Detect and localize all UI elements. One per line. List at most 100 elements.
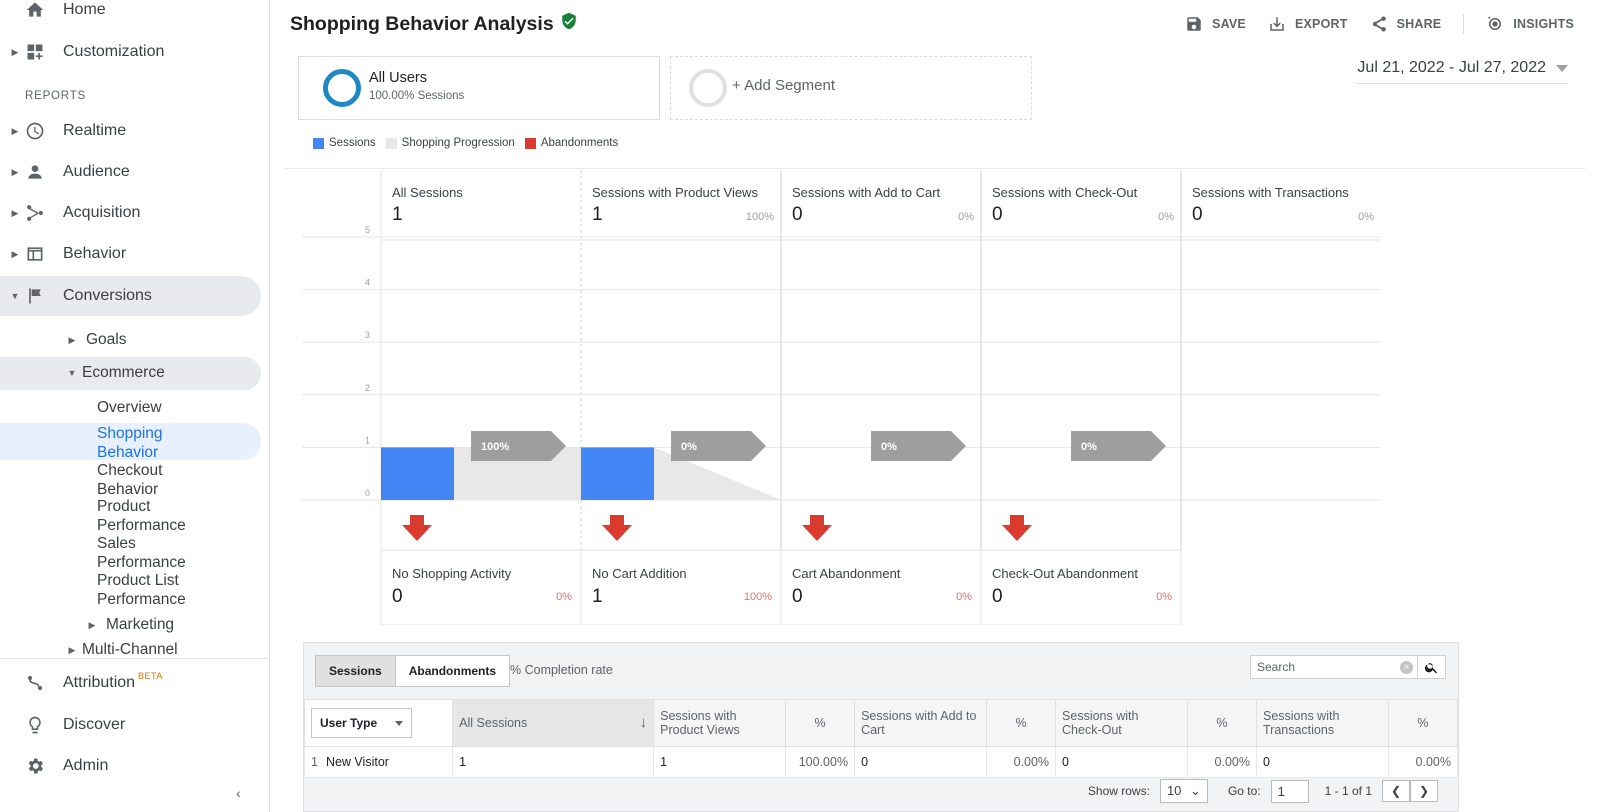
cell-add-to-cart-pct: 0.00% [986,746,1057,778]
acquisition-icon [24,202,46,224]
share-button[interactable]: SHARE [1370,15,1442,33]
col-all-sessions[interactable]: All Sessions ↓ [452,699,655,747]
user-type-link[interactable]: New Visitor [325,755,389,769]
nav-marketing[interactable]: ▶ Marketing [84,609,175,641]
tab-sessions[interactable]: Sessions [316,656,396,686]
stage-value: 0 [1192,204,1203,225]
share-icon [1372,16,1386,32]
completion-rate-link[interactable]: % Completion rate [510,663,613,677]
next-page-button[interactable]: ❯ [1410,780,1438,802]
col-add-to-cart-pct[interactable]: % [986,699,1057,747]
nav-acquisition[interactable]: ▶ Acquisition [0,193,261,233]
col-check-out-pct[interactable]: % [1186,699,1257,747]
page-title: Shopping Behavior Analysis [290,12,578,36]
export-button[interactable]: EXPORT [1268,15,1348,33]
abandonment-box [980,549,1182,625]
cell-transactions: 0 [1255,746,1389,778]
nav-behavior[interactable]: ▶ Behavior [0,234,261,274]
table-search: Search × [1250,655,1446,679]
toolbar-divider [1463,14,1465,34]
nav-audience[interactable]: ▶ Audience [0,152,261,192]
col-product-views[interactable]: Sessions with Product Views [653,699,787,747]
nav-multi-channel[interactable]: ▶ Multi-Channel [64,634,178,666]
gear-icon [24,755,46,777]
flag-icon [24,285,46,307]
nav-customization[interactable]: ▶ Customization [0,32,261,72]
abandonment-arrow [602,515,632,541]
sessions-bar [581,447,654,500]
nav-admin[interactable]: Admin [0,746,261,786]
search-input[interactable]: Search × [1250,655,1418,679]
nav-goals[interactable]: ▶ Goals [64,324,127,356]
nav-product-list-performance[interactable]: Product List Performance [97,572,186,608]
stage-label: Sessions with Transactions [1192,185,1349,200]
abandonment-box [380,549,582,625]
abandonment-pct: 0% [556,591,572,603]
nav-overview[interactable]: Overview [97,399,162,416]
search-button[interactable] [1418,655,1446,679]
collapse-sidebar-icon[interactable]: ‹ [236,785,241,801]
clear-icon[interactable]: × [1400,661,1413,674]
divider [283,168,1585,169]
nav-attribution[interactable]: Attribution BETA [0,663,261,703]
progression-label: 0% [681,441,697,453]
abandonment-arrow [402,515,432,541]
abandonment-value: 1 [592,586,603,607]
legend-swatch [524,137,536,149]
rows-per-page-select[interactable]: 10 ⌄ [1159,779,1208,803]
abandonment-arrow [802,515,832,541]
insights-button[interactable]: INSIGHTS [1486,15,1574,33]
progression-label: 0% [881,441,897,453]
pagination: Show rows: 10 ⌄ Go to: 1 1 - 1 of 1 ❮ ❯ [1088,779,1438,803]
dimension-selector[interactable]: User Type [311,708,413,738]
abandonment-pct: 0% [956,591,972,603]
chevron-down-icon: ⌄ [1190,783,1201,798]
caret-right-icon: ▶ [11,248,19,259]
nav-checkout-behavior[interactable]: Checkout Behavior [97,462,163,498]
cell-product-views: 1 [653,746,787,778]
caret-right-icon: ▶ [11,207,19,218]
dropdown-arrow-icon [1556,64,1568,72]
nav-shopping-behavior[interactable]: Shopping Behavior [97,425,163,461]
abandonment-value: 0 [992,586,1003,607]
segment-all-users[interactable]: All Users 100.00% Sessions [298,56,660,120]
col-check-out[interactable]: Sessions with Check-Out [1055,699,1188,747]
progression-arrow [871,431,966,461]
stage-value: 1 [392,204,403,225]
abandonment-label: Cart Abandonment [792,566,901,581]
table-row: 1 New Visitor 1 1 100.00% 0 0.00% 0 0.00%… [303,746,1459,778]
prev-page-button[interactable]: ❮ [1382,780,1410,802]
goto-page-input[interactable]: 1 [1270,779,1309,803]
progression-label: 0% [1081,441,1097,453]
stage-value: 0 [792,204,803,225]
ecommerce-highlight [0,357,261,390]
col-product-views-pct[interactable]: % [785,699,856,747]
save-icon [1187,17,1201,31]
save-button[interactable]: SAVE [1185,15,1246,33]
clock-icon [24,120,46,142]
nav-discover[interactable]: Discover [0,705,261,745]
cell-add-to-cart: 0 [854,746,988,778]
row-number: 1 [311,755,318,769]
nav-sales-performance[interactable]: Sales Performance [97,535,186,571]
attribution-icon [24,672,46,694]
nav-realtime[interactable]: ▶ Realtime [0,111,261,151]
nav-conversions[interactable]: ▼ Conversions [0,276,261,316]
col-add-to-cart[interactable]: Sessions with Add to Cart [854,699,988,747]
y-tick-label: 2 [365,383,370,393]
col-transactions-pct[interactable]: % [1387,699,1459,747]
date-range-picker[interactable]: Jul 21, 2022 - Jul 27, 2022 [1357,59,1568,84]
y-tick-label: 4 [365,278,370,288]
stage-label: All Sessions [392,185,463,200]
col-transactions[interactable]: Sessions with Transactions [1255,699,1389,747]
legend-swatch [313,137,324,149]
nav-product-performance[interactable]: Product Performance [97,498,186,534]
nav-ecommerce[interactable]: ▼ Ecommerce [64,357,165,389]
add-segment-button[interactable]: + Add Segment [670,56,1032,120]
reports-section-label: REPORTS [25,90,86,102]
nav-home[interactable]: Home [0,0,261,30]
cell-product-views-pct: 100.00% [785,746,856,778]
tab-abandonments[interactable]: Abandonments [395,656,510,686]
cell-all-sessions: 1 [452,746,655,778]
legend-abandonments: Abandonments [524,137,618,149]
